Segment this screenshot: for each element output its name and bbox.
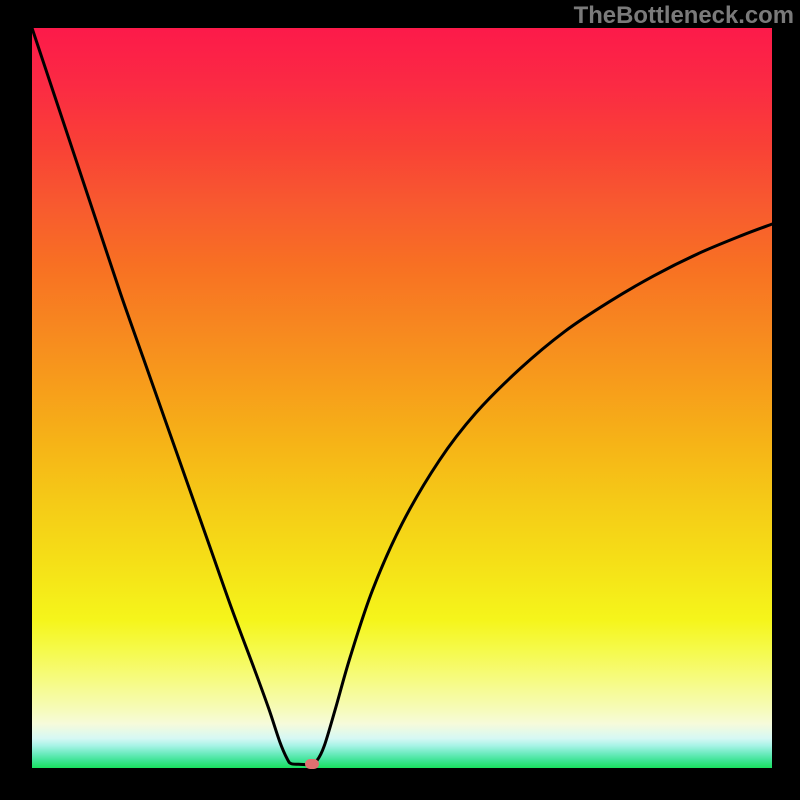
bottleneck-curve — [32, 28, 772, 768]
watermark-label: TheBottleneck.com — [574, 2, 794, 30]
curve-path — [32, 28, 772, 765]
plot-area — [32, 28, 772, 768]
chart-container: TheBottleneck.com — [0, 0, 800, 800]
optimal-point-marker — [305, 759, 319, 769]
